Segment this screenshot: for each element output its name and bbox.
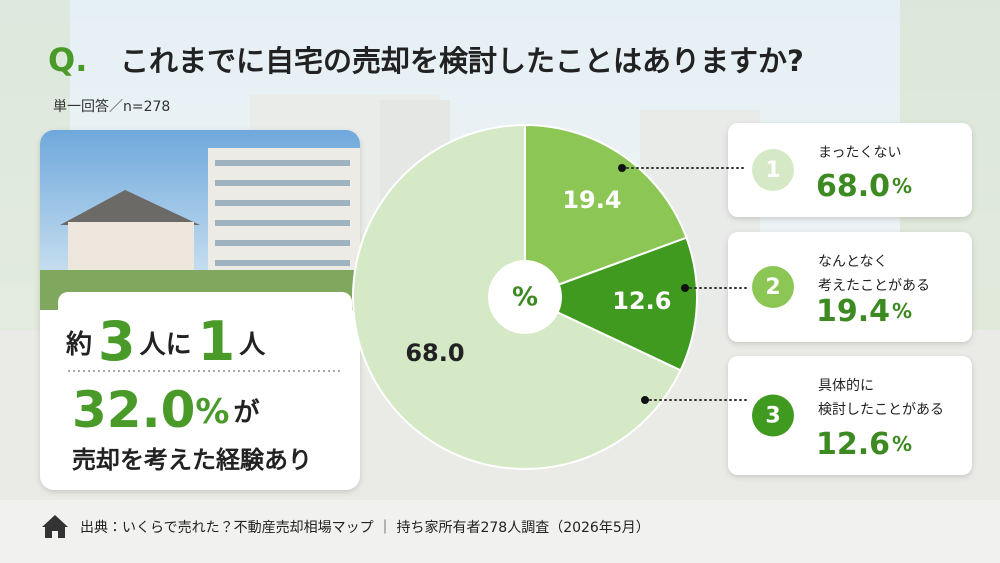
rank-number: 1	[765, 158, 780, 183]
slice-label: 12.6	[612, 287, 671, 315]
legend-value-unit: %	[892, 174, 912, 198]
callout-text: 売却を考えた経験あり	[72, 446, 312, 474]
callout: 約 3 人に 1 人 32.0% が 売却を考えた経験あり	[65, 310, 342, 474]
legend-value-unit: %	[892, 432, 912, 456]
legend-value-number: 12.6	[816, 427, 890, 462]
pie-slice	[522, 236, 698, 372]
legend-card	[728, 356, 972, 475]
rank-badge	[752, 394, 794, 437]
footer: 出典：いくらで売れた？不動産売却相場マップ ｜ 持ち家所有者278人調査（202…	[0, 500, 1000, 563]
donut-hole	[488, 260, 562, 334]
rank-number: 2	[765, 275, 780, 300]
chart-title: これまでに自宅の売却を検討したことはありますか?	[120, 44, 804, 78]
slice-label: 19.4	[562, 186, 621, 214]
legend-value-number: 19.4	[816, 294, 890, 329]
callout-percent: 32.0% が	[72, 381, 259, 439]
slice-label: 68.0	[405, 339, 464, 367]
leader-dot	[641, 396, 649, 404]
legend-card	[728, 123, 972, 217]
home-icon	[42, 515, 68, 538]
legend-card	[728, 232, 972, 342]
legend-label: なんとなく	[818, 254, 888, 270]
legend-value-number: 68.0	[816, 169, 890, 204]
rank-badge	[752, 266, 794, 308]
leader-dot	[681, 284, 689, 292]
rank-number: 3	[765, 404, 780, 429]
subtitle: 単一回答／n=278	[53, 98, 170, 115]
center-unit: %	[512, 283, 538, 313]
pie-slice	[524, 123, 688, 299]
legend-value: 19.4%	[816, 294, 912, 329]
pie: % 68.0 19.4 12.6	[352, 123, 698, 470]
legend-label: 検討したことがある	[818, 402, 944, 418]
leader-dot	[618, 164, 626, 172]
legend-label: 考えたことがある	[818, 278, 930, 294]
legend-label: 具体的に	[818, 378, 874, 394]
question-mark: Q.	[48, 41, 87, 79]
legend-label: まったくない	[818, 145, 901, 161]
legend-value: 12.6%	[816, 427, 912, 462]
rank-badge	[752, 149, 794, 191]
callout-line: 約 3 人に 1 人	[65, 310, 266, 373]
photo-card	[40, 130, 360, 490]
legend-value: 68.0%	[816, 169, 912, 204]
source: 出典：いくらで売れた？不動産売却相場マップ ｜ 持ち家所有者278人調査（202…	[80, 519, 650, 536]
legend-value-unit: %	[892, 299, 912, 323]
